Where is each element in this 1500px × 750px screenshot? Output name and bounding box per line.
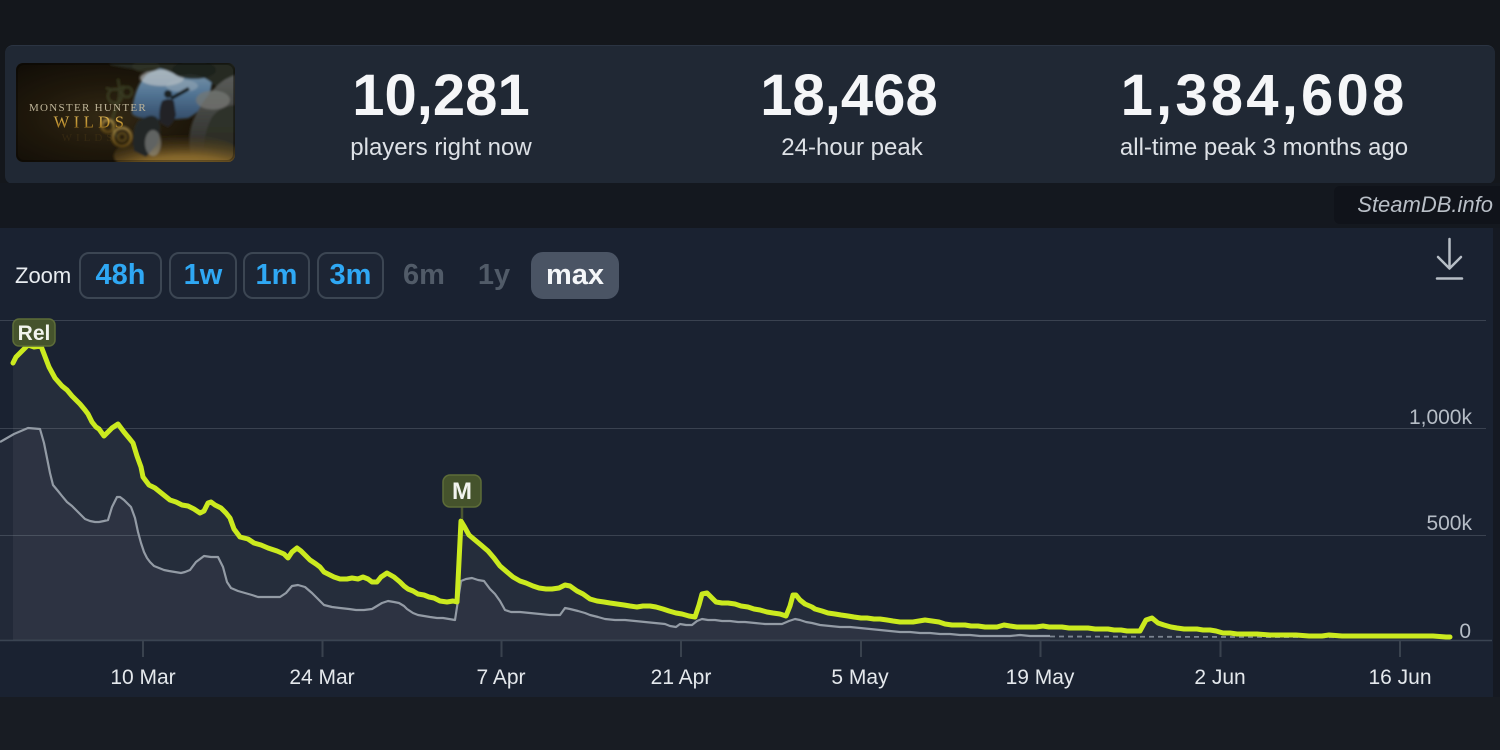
svg-text:21 Apr: 21 Apr xyxy=(651,666,712,689)
svg-text:2 Jun: 2 Jun xyxy=(1194,666,1245,689)
svg-text:7 Apr: 7 Apr xyxy=(476,666,525,689)
svg-text:24 Mar: 24 Mar xyxy=(289,666,354,689)
svg-text:16 Jun: 16 Jun xyxy=(1368,666,1431,689)
svg-text:0: 0 xyxy=(1459,620,1471,643)
svg-text:WILDS: WILDS xyxy=(62,132,117,144)
svg-text:1,000k: 1,000k xyxy=(1409,406,1473,429)
svg-text:M: M xyxy=(452,478,472,505)
svg-text:5 May: 5 May xyxy=(831,666,889,689)
svg-text:500k: 500k xyxy=(1426,512,1472,535)
svg-text:MONSTER HUNTER: MONSTER HUNTER xyxy=(29,102,147,114)
svg-text:Rel: Rel xyxy=(18,322,51,345)
svg-text:WILDS: WILDS xyxy=(54,113,129,132)
svg-text:19 May: 19 May xyxy=(1006,666,1075,689)
svg-text:10 Mar: 10 Mar xyxy=(110,666,175,689)
